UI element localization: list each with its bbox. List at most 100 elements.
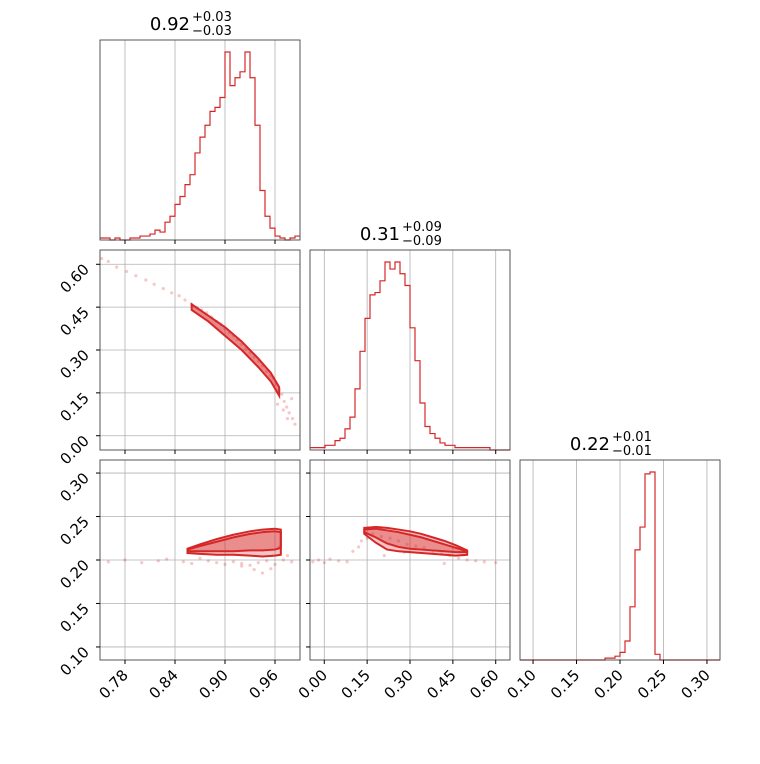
panel-scatter-p0-p1: 0.00 0.15 0.30 0.45 0.60 <box>56 249 301 468</box>
x-tick-label: 0.96 <box>245 666 281 702</box>
scatter-point <box>290 560 294 564</box>
scatter-point <box>190 561 194 566</box>
scatter-point <box>465 558 469 562</box>
scatter-point <box>287 411 291 415</box>
scatter-point <box>322 561 326 565</box>
scatter-point <box>106 259 110 264</box>
scatter-point <box>345 560 349 564</box>
scatter-point <box>281 408 285 412</box>
scatter-point <box>482 560 486 564</box>
y-tick-label: 0.45 <box>56 303 92 339</box>
scatter-point <box>388 536 392 540</box>
scatter-point <box>328 557 332 561</box>
x-tick-label: 0.84 <box>145 666 181 702</box>
x-tick-label: 0.20 <box>590 666 626 702</box>
scatter-point <box>252 567 256 572</box>
scatter-point <box>256 561 260 565</box>
scatter-point <box>177 294 181 298</box>
scatter-point <box>414 544 418 548</box>
panel-title-value: 0.22 <box>570 434 610 455</box>
scatter-point <box>396 539 401 543</box>
panel-hist-p2: 0.10 0.15 0.20 0.25 0.30 0.22 +0.01−0.01 <box>504 430 721 702</box>
scatter-point <box>285 405 289 409</box>
panel-title-minus: −0.01 <box>612 444 652 459</box>
contour-outer <box>363 525 469 557</box>
x-tick-label: 0.10 <box>504 666 540 702</box>
scatter-point <box>123 558 127 562</box>
scatter-point <box>285 554 290 558</box>
x-tick-label: 0.30 <box>677 666 713 702</box>
scatter-point <box>359 539 364 543</box>
y-tick-label: 0.10 <box>56 643 92 679</box>
scatter-point <box>106 560 110 564</box>
scatter-point <box>290 416 295 421</box>
scatter-point <box>442 561 446 566</box>
x-tick-label: 0.15 <box>338 666 374 702</box>
scatter-point <box>260 571 265 575</box>
scatter-point <box>248 563 252 567</box>
scatter-point <box>144 278 148 282</box>
scatter-point <box>240 564 244 568</box>
scatter-point <box>265 559 269 563</box>
x-tick-label: 0.45 <box>423 666 459 702</box>
scatter-point <box>494 561 498 565</box>
scatter-point <box>223 562 227 566</box>
scatter-point <box>198 556 202 560</box>
scatter-point <box>336 559 341 563</box>
scatter-point <box>351 549 355 553</box>
scatter-point <box>316 558 321 562</box>
scatter-point <box>275 402 280 406</box>
y-tick-label: 0.15 <box>56 389 92 425</box>
scatter-point <box>240 561 244 566</box>
scatter-point <box>293 422 297 426</box>
scatter-point <box>115 265 119 269</box>
scatter-point <box>285 416 290 421</box>
scatter-point <box>183 298 187 302</box>
histogram-line <box>310 261 510 451</box>
scatter-point <box>165 557 169 561</box>
scatter-point <box>290 396 294 401</box>
scatter-point <box>281 558 285 562</box>
panel-hist-p1: 0.31 +0.09−0.09 <box>309 220 511 454</box>
x-tick-label: 0.25 <box>634 666 670 702</box>
panel-title-minus: −0.09 <box>402 234 442 249</box>
scatter-point <box>134 274 138 278</box>
scatter-point <box>125 269 129 274</box>
x-tick-label: 0.78 <box>95 666 131 702</box>
scatter-point <box>379 534 384 539</box>
scatter-point <box>282 399 286 404</box>
x-tick-label: 0.30 <box>380 666 416 702</box>
panel-scatter-p0-p2: 0.78 0.84 0.90 0.96 0.10 0.15 0.20 0.25 0.30 <box>56 459 301 702</box>
scatter-point <box>161 286 165 291</box>
scatter-point <box>100 256 104 261</box>
scatter-point <box>280 392 284 396</box>
panel-title-plus: +0.09 <box>402 220 442 235</box>
scatter-point <box>422 546 426 550</box>
x-tick-label: 0.60 <box>466 666 502 702</box>
panel-title-value: 0.31 <box>360 224 400 245</box>
panel-hist-p0: 0.92 +0.03−0.03 <box>99 10 301 244</box>
x-tick-label: 0.90 <box>195 666 231 702</box>
scatter-point <box>269 567 273 571</box>
scatter-point <box>273 562 277 566</box>
panel-scatter-p1-p2: 0.00 0.15 0.30 0.45 0.60 <box>295 459 511 702</box>
scatter-point <box>206 559 210 563</box>
panel-title-plus: +0.01 <box>612 430 652 445</box>
scatter-point <box>456 556 461 560</box>
panel-title-plus: +0.03 <box>192 10 232 25</box>
scatter-point <box>382 554 386 558</box>
scatter-point <box>474 559 478 563</box>
scatter-point <box>152 282 156 286</box>
contour-inner <box>363 527 469 554</box>
y-tick-label: 0.25 <box>56 513 92 549</box>
y-tick-label: 0.00 <box>56 432 92 468</box>
contour-inner <box>186 530 282 553</box>
panel-frame <box>99 39 301 241</box>
y-tick-label: 0.30 <box>56 469 92 505</box>
panel-title-minus: −0.03 <box>192 24 232 39</box>
y-tick-label: 0.30 <box>56 346 92 382</box>
y-tick-label: 0.20 <box>56 556 92 592</box>
scatter-point <box>311 560 315 564</box>
